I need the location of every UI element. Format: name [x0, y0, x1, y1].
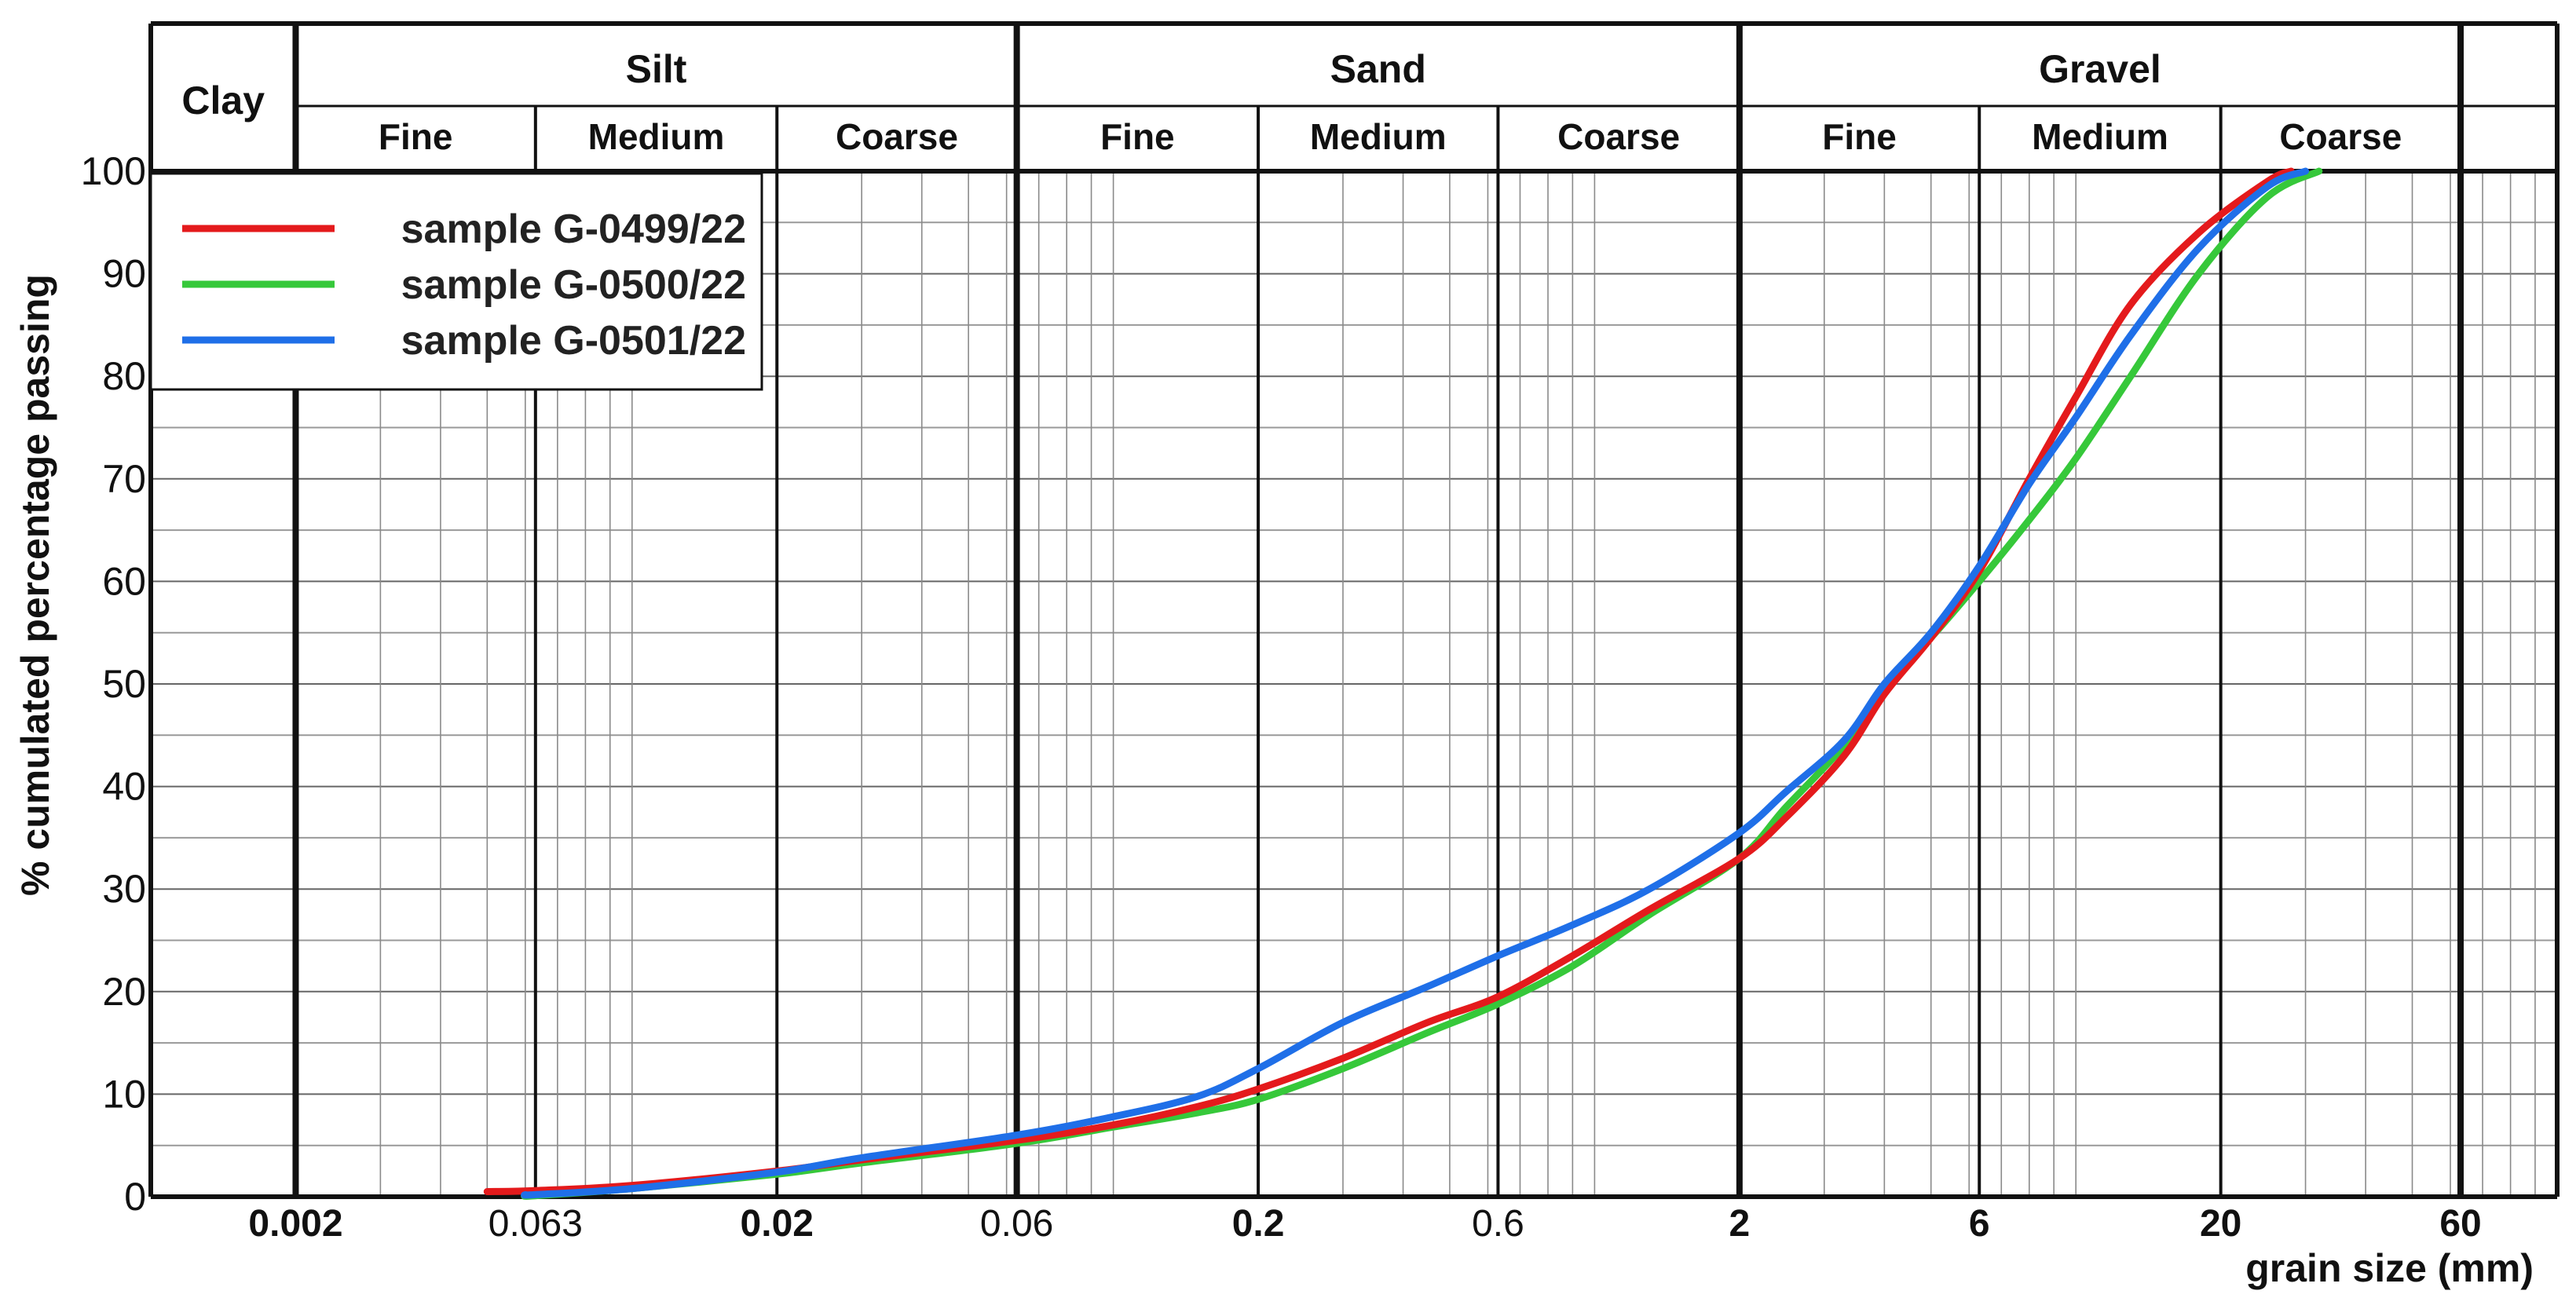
series-lines	[483, 167, 2323, 1200]
y-tick-label: 30	[102, 867, 146, 911]
subclass-label-medium: Medium	[2032, 116, 2168, 157]
x-axis-label: grain size (mm)	[2245, 1246, 2534, 1290]
class-label-clay: Clay	[181, 79, 265, 122]
class-label-gravel: Gravel	[2039, 47, 2161, 91]
y-tick-label: 100	[81, 149, 146, 193]
x-tick-label: 0.002	[248, 1203, 342, 1245]
subclass-label-coarse: Coarse	[836, 116, 958, 157]
subclass-label-fine: Fine	[379, 116, 453, 157]
x-tick-label: 6	[1969, 1203, 1990, 1245]
subclass-label-medium: Medium	[588, 116, 725, 157]
class-label-sand: Sand	[1330, 47, 1426, 91]
y-tick-label: 40	[102, 765, 146, 809]
series-line-3	[521, 167, 2310, 1199]
subclass-label-medium: Medium	[1310, 116, 1447, 157]
x-tick-label: 2	[1729, 1203, 1751, 1245]
x-tick-label: 0.063	[488, 1203, 583, 1245]
subclass-label-coarse: Coarse	[1557, 116, 1680, 157]
subclass-label-coarse: Coarse	[2279, 116, 2402, 157]
y-tick-label: 0	[124, 1175, 146, 1219]
legend: sample G-0499/22 sample G-0500/22 sample G…	[149, 172, 763, 391]
y-axis-label: % cumulated percentage passing	[13, 274, 57, 896]
subclass-label-fine: Fine	[1100, 116, 1175, 157]
grid	[151, 170, 2557, 1197]
classification-header: Clay Silt Sand Gravel Fine Medium Coarse Fine Me…	[151, 21, 2557, 1197]
y-tick-label: 20	[102, 970, 146, 1014]
y-tick-label: 60	[102, 559, 146, 603]
y-tick-label: 90	[102, 252, 146, 296]
class-label-silt: Silt	[626, 47, 687, 91]
legend-label-1: sample G-0499/22	[401, 207, 746, 252]
x-tick-label: 60	[2439, 1203, 2481, 1245]
y-tick-label: 80	[102, 354, 146, 398]
x-tick-label: 0.6	[1472, 1203, 1524, 1245]
x-tick-label: 20	[2200, 1203, 2241, 1245]
x-tick-label: 0.06	[980, 1203, 1053, 1245]
legend-label-3: sample G-0501/22	[401, 318, 746, 364]
legend-label-2: sample G-0500/22	[401, 262, 746, 308]
x-tick-label: 0.2	[1232, 1203, 1285, 1245]
subclass-label-fine: Fine	[1822, 116, 1897, 157]
y-tick-label: 10	[102, 1072, 146, 1116]
y-tick-label: 50	[102, 662, 146, 706]
y-tick-label: 70	[102, 457, 146, 501]
x-tick-label: 0.02	[741, 1203, 814, 1245]
